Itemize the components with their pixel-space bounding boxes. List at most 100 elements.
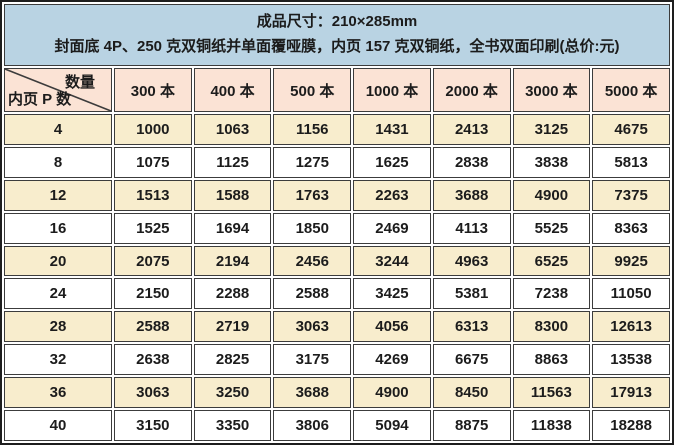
column-header-quantity: 3000 本 [512, 68, 591, 112]
price-cell: 4056 [353, 311, 431, 343]
column-header-quantity: 500 本 [273, 68, 352, 112]
price-cell: 2469 [353, 212, 431, 244]
price-cell: 2719 [193, 311, 272, 343]
price-cell: 7238 [512, 278, 591, 310]
price-cell: 4963 [432, 245, 511, 277]
table-row: 32 2638 2825 3175 4269 6675 8863 13538 [4, 344, 670, 376]
corner-label-pages: 内页 P 数 [8, 91, 72, 108]
price-cell: 1625 [353, 146, 431, 178]
price-cell: 7375 [592, 179, 670, 211]
price-cell: 11050 [592, 278, 670, 310]
price-cell: 5525 [512, 212, 591, 244]
row-header-pages: 20 [4, 245, 112, 277]
price-cell: 1275 [273, 146, 352, 178]
price-cell: 3688 [273, 377, 352, 409]
price-cell: 11838 [512, 410, 591, 441]
table-row: 40 3150 3350 3806 5094 8875 11838 18288 [4, 410, 670, 441]
price-cell: 3350 [193, 410, 272, 441]
diagonal-divider-line [5, 69, 111, 111]
price-cell: 2288 [193, 278, 272, 310]
title-line-spec: 封面底 4P、250 克双铜纸并单面覆哑膜，内页 157 克双铜纸，全书双面印刷… [54, 38, 620, 55]
price-cell: 3063 [273, 311, 352, 343]
row-header-pages: 16 [4, 212, 112, 244]
price-cell: 2588 [273, 278, 352, 310]
price-cell: 5094 [353, 410, 431, 441]
price-cell: 17913 [592, 377, 670, 409]
title-line-size: 成品尺寸：210×285mm [256, 13, 418, 31]
price-cell: 4269 [353, 344, 431, 376]
row-header-pages: 32 [4, 344, 112, 376]
corner-label-quantity: 数量 [64, 74, 95, 91]
price-cell: 2838 [432, 146, 511, 178]
price-cell: 3250 [193, 377, 272, 409]
column-header-quantity: 300 本 [114, 68, 192, 112]
price-cell: 3244 [353, 245, 431, 277]
table-row: 12 1513 1588 1763 2263 3688 4900 7375 [4, 179, 670, 211]
title-row: 成品尺寸：210×285mm 封面底 4P、250 克双铜纸并单面覆哑膜，内页 … [4, 4, 670, 66]
price-cell: 2638 [114, 344, 192, 376]
row-header-pages: 4 [4, 114, 112, 145]
price-cell: 8875 [432, 410, 511, 441]
table-row: 36 3063 3250 3688 4900 8450 11563 17913 [4, 377, 670, 409]
price-cell: 8450 [432, 377, 511, 409]
price-cell: 1525 [114, 212, 192, 244]
price-cell: 1763 [273, 179, 352, 211]
price-cell: 8300 [512, 311, 591, 343]
column-header-quantity: 5000 本 [592, 68, 670, 112]
price-cell: 2413 [432, 114, 511, 145]
price-cell: 1075 [114, 146, 192, 178]
price-cell: 6525 [512, 245, 591, 277]
price-cell: 8363 [592, 212, 670, 244]
price-cell: 4113 [432, 212, 511, 244]
price-cell: 9925 [592, 245, 670, 277]
price-cell: 3425 [353, 278, 431, 310]
price-cell: 1850 [273, 212, 352, 244]
price-cell: 18288 [592, 410, 670, 441]
row-header-pages: 24 [4, 278, 112, 310]
price-cell: 3806 [273, 410, 352, 441]
table-row: 24 2150 2288 2588 3425 5381 7238 11050 [4, 278, 670, 310]
table-row: 8 1075 1125 1275 1625 2838 3838 5813 [4, 146, 670, 178]
row-header-pages: 28 [4, 311, 112, 343]
price-cell: 4900 [512, 179, 591, 211]
price-cell: 1694 [193, 212, 272, 244]
table-row: 20 2075 2194 2456 3244 4963 6525 9925 [4, 245, 670, 277]
price-body: 4 1000 1063 1156 1431 2413 3125 4675 8 1075 1125 12… [4, 114, 670, 441]
price-cell: 2194 [193, 245, 272, 277]
column-header-row: 数量 内页 P 数 300 本 400 本 500 本 1000 本 2000 本 300… [4, 68, 670, 112]
price-cell: 5381 [432, 278, 511, 310]
price-cell: 1588 [193, 179, 272, 211]
price-cell: 12613 [592, 311, 670, 343]
row-header-pages: 12 [4, 179, 112, 211]
price-cell: 6313 [432, 311, 511, 343]
price-cell: 2456 [273, 245, 352, 277]
column-header-quantity: 400 本 [193, 68, 272, 112]
price-cell: 2075 [114, 245, 192, 277]
corner-cell: 数量 内页 P 数 [4, 68, 112, 112]
column-header-quantity: 2000 本 [432, 68, 511, 112]
price-cell: 4675 [592, 114, 670, 145]
price-cell: 3688 [432, 179, 511, 211]
price-cell: 3063 [114, 377, 192, 409]
price-cell: 3125 [512, 114, 591, 145]
table-row: 16 1525 1694 1850 2469 4113 5525 8363 [4, 212, 670, 244]
price-cell: 1156 [273, 114, 352, 145]
price-cell: 1125 [193, 146, 272, 178]
price-cell: 2150 [114, 278, 192, 310]
price-cell: 3838 [512, 146, 591, 178]
table-title: 成品尺寸：210×285mm 封面底 4P、250 克双铜纸并单面覆哑膜，内页 … [4, 4, 670, 66]
table-row: 4 1000 1063 1156 1431 2413 3125 4675 [4, 114, 670, 145]
price-cell: 6675 [432, 344, 511, 376]
price-cell: 8863 [512, 344, 591, 376]
price-cell: 1513 [114, 179, 192, 211]
price-cell: 3150 [114, 410, 192, 441]
price-cell: 1000 [114, 114, 192, 145]
price-cell: 2263 [353, 179, 431, 211]
price-cell: 4900 [353, 377, 431, 409]
price-cell: 1063 [193, 114, 272, 145]
row-header-pages: 36 [4, 377, 112, 409]
price-cell: 5813 [592, 146, 670, 178]
price-cell: 13538 [592, 344, 670, 376]
